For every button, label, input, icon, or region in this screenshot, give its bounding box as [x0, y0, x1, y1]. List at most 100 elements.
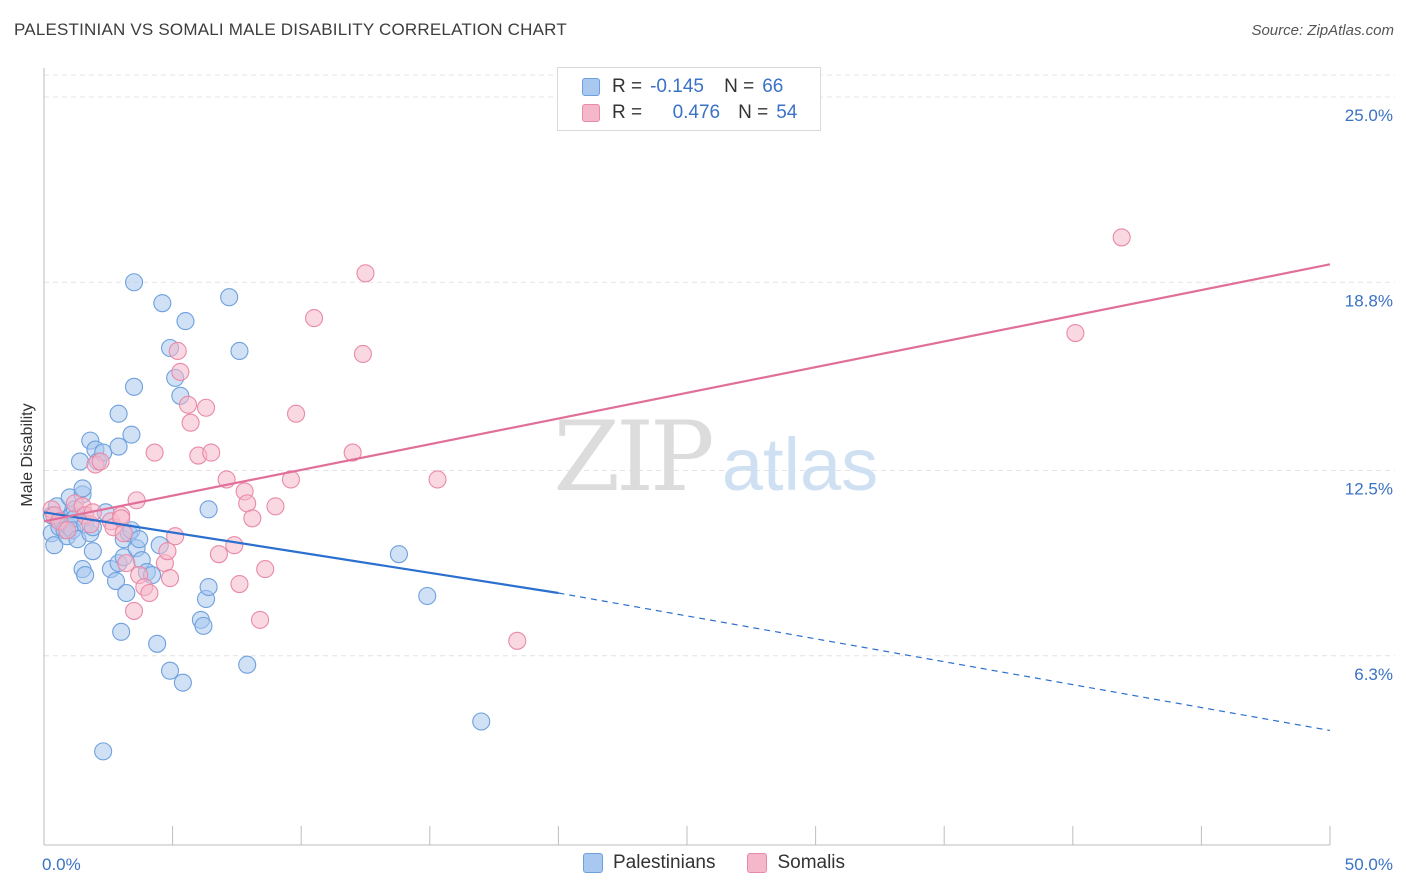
palestinian-point [124, 273, 144, 292]
somali-point [127, 491, 146, 510]
grid-lines [44, 74, 1395, 657]
somali-point [287, 404, 306, 423]
somali-point [1066, 324, 1085, 343]
legend-n-value: 66 [762, 76, 784, 97]
legend-swatch-pink [582, 104, 600, 122]
legend-n-label: N = [738, 102, 769, 123]
palestinian-point [130, 530, 149, 549]
legend-swatch-somalis [747, 853, 768, 873]
palestinian-point [124, 377, 144, 396]
somali-point [266, 497, 285, 516]
palestinian-point [220, 288, 239, 307]
legend-row-palestinians: R = -0.145 N = 66 [582, 75, 783, 99]
somali-point [58, 521, 77, 540]
palestinian-point [76, 566, 95, 585]
somali-point [209, 545, 228, 564]
somali-point [181, 413, 200, 432]
somali-point [160, 569, 180, 588]
palestinian-point [148, 634, 167, 653]
palestinian-point [122, 425, 141, 444]
palestinian-point [94, 742, 113, 761]
palestinian-point [83, 542, 102, 561]
y-tick-label: 25.0% [1345, 106, 1393, 125]
legend-label-somalis: Somalis [777, 852, 846, 873]
somali-point [158, 542, 177, 561]
palestinian-point [173, 673, 192, 692]
watermark: ZIP atlas [553, 401, 878, 513]
somali-point [124, 601, 144, 620]
watermark-atlas: atlas [722, 423, 878, 506]
somali-point [356, 264, 375, 283]
legend-r-value: 0.476 [672, 102, 721, 123]
palestinian-point [199, 577, 218, 597]
source-credit: Source: ZipAtlas.com [1251, 22, 1394, 39]
watermark-zip: ZIP [553, 401, 712, 513]
somali-point [168, 341, 187, 361]
somali-point [230, 574, 249, 594]
somali-point [353, 344, 372, 364]
somali-point [305, 309, 324, 328]
legend-row-somalis: R = 0.476 N = 54 [582, 101, 797, 125]
axes [43, 68, 1331, 846]
palestinian-point [230, 341, 249, 361]
somali-point [508, 631, 527, 650]
legend-r-label: R = [612, 102, 643, 123]
legend-swatch-blue [582, 78, 600, 96]
somali-point [225, 536, 244, 555]
palestinian-trend-extension [558, 592, 1331, 732]
palestinian-point [238, 655, 257, 674]
somali-trend-line [43, 263, 1331, 523]
somali-point [428, 470, 447, 489]
somali-point [250, 610, 270, 629]
legend-swatch-palestinians [583, 853, 603, 873]
legend-n-label: N = [724, 76, 755, 97]
legend-r-value: -0.145 [650, 76, 704, 97]
somali-point [256, 560, 275, 579]
chart-title: PALESTINIAN VS SOMALI MALE DISABILITY CO… [14, 20, 567, 39]
somali-point [114, 524, 133, 543]
somali-point [91, 452, 110, 471]
somali-point [140, 583, 159, 603]
y-tick-label: 12.5% [1345, 480, 1393, 499]
palestinian-point [106, 572, 126, 591]
palestinian-point [109, 437, 128, 456]
legend-label-palestinians: Palestinians [613, 852, 716, 873]
y-tick-label: 6.3% [1354, 665, 1393, 684]
palestinian-point [389, 545, 408, 564]
trend-lines [43, 263, 1331, 732]
palestinian-point [160, 661, 180, 680]
palestinian-point [176, 312, 195, 331]
palestinian-point [153, 294, 172, 313]
y-tick-label: 18.8% [1345, 291, 1393, 310]
palestinian-point [472, 712, 491, 731]
tick-labels: 6.3% 12.5% 18.8% 25.0% 0.0% 50.0% [42, 106, 1393, 874]
x-tick-label: 50.0% [1345, 855, 1393, 874]
somali-point [196, 398, 216, 417]
somali-point [343, 443, 362, 462]
somali-point [145, 443, 164, 462]
palestinian-point [70, 452, 90, 471]
series-legend: Palestinians Somalis [583, 852, 877, 874]
stats-legend: R = -0.145 N = 66 R = 0.476 N = 54 [557, 67, 821, 131]
palestinian-point [73, 479, 92, 498]
legend-n-value: 54 [776, 102, 798, 123]
legend-item-palestinians: Palestinians [583, 852, 715, 874]
palestinian-point [109, 404, 128, 423]
somali-point [117, 554, 136, 573]
palestinian-point [117, 583, 136, 603]
palestinian-point [194, 616, 213, 635]
palestinian-point [418, 586, 437, 606]
palestinian-point [112, 622, 131, 641]
palestinian-trend-line [43, 511, 559, 595]
somali-point [171, 362, 190, 381]
somali-point [1112, 228, 1131, 247]
legend-r-label: R = [612, 76, 643, 97]
x-tick-label: 0.0% [42, 855, 81, 874]
somali-point [243, 509, 262, 528]
legend-item-somalis: Somalis [747, 852, 845, 874]
palestinian-point [45, 536, 64, 555]
somali-point [202, 443, 221, 462]
palestinian-point [199, 500, 218, 519]
somali-point [166, 527, 185, 546]
